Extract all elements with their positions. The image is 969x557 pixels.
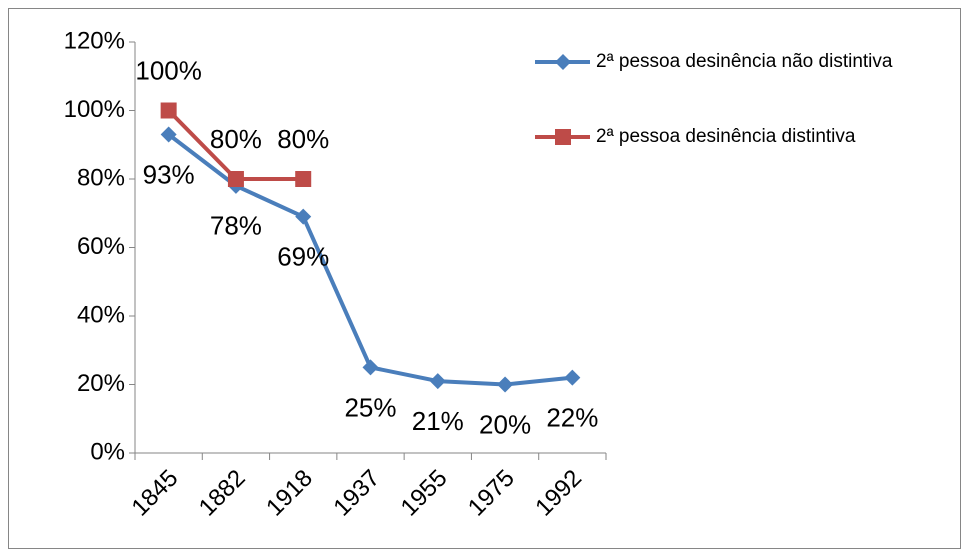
legend-marker [555, 129, 571, 145]
y-tick-label: 80% [77, 164, 125, 191]
data-label: 80% [277, 124, 329, 154]
marker [227, 171, 244, 187]
marker [362, 359, 379, 376]
data-label: 69% [277, 242, 329, 272]
marker [295, 208, 312, 225]
marker [295, 171, 312, 187]
marker [497, 376, 514, 393]
data-label: 78% [210, 211, 262, 241]
data-label: 93% [143, 159, 195, 189]
data-label: 25% [344, 392, 396, 422]
y-tick-label: 60% [77, 233, 125, 260]
data-label: 21% [412, 406, 464, 436]
data-label: 100% [135, 55, 202, 85]
data-label: 20% [479, 409, 531, 439]
marker [160, 126, 177, 143]
data-label: 22% [546, 403, 598, 433]
y-tick-label: 20% [77, 370, 125, 397]
legend-label: 2ª pessoa desinência distintiva [596, 126, 856, 147]
y-tick-label: 100% [64, 96, 125, 123]
chart-border [8, 8, 961, 549]
marker [564, 369, 581, 386]
legend-label: 2ª pessoa desinência não distintiva [596, 51, 893, 72]
legend-marker [555, 54, 571, 70]
y-tick-label: 120% [64, 27, 125, 54]
marker [160, 102, 177, 119]
marker [429, 373, 446, 390]
data-label: 80% [210, 124, 262, 154]
y-tick-label: 40% [77, 301, 125, 328]
y-tick-label: 0% [90, 438, 125, 465]
